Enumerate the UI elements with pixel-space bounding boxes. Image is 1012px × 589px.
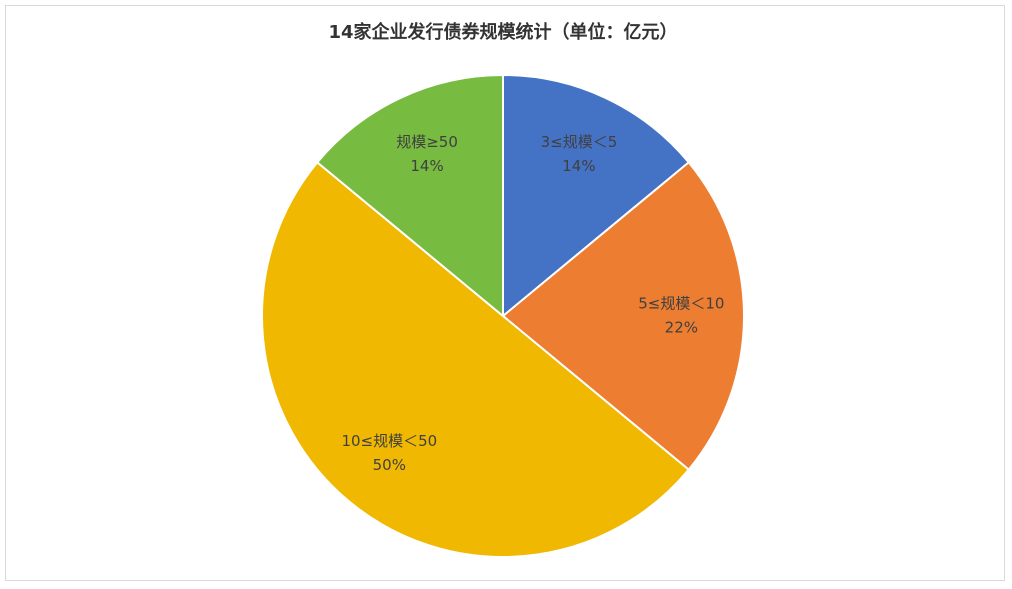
slice-value-label: 22% (665, 319, 698, 337)
pie-slice (315, 73, 504, 319)
slice-category-label: 5≤规模＜10 (638, 295, 724, 313)
slice-category-label: 10≤规模＜50 (341, 432, 437, 450)
slice-value-label: 14% (562, 157, 595, 175)
slice-category-label: 规模≥50 (396, 133, 458, 151)
pie-slice (261, 160, 691, 558)
slice-category-label: 3≤规模＜5 (541, 133, 618, 151)
pie-slice (501, 160, 745, 472)
slice-value-label: 14% (410, 157, 443, 175)
pie-slice (502, 73, 691, 319)
chart-title: 14家企业发行债券规模统计（单位：亿元） (328, 21, 677, 43)
slice-value-label: 50% (373, 456, 406, 474)
